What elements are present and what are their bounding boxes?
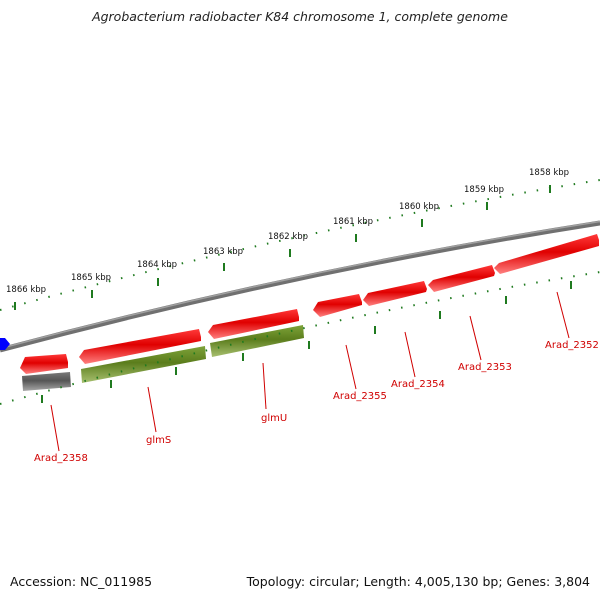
gene-arad-2352[interactable] xyxy=(494,234,599,274)
scale-label-1862: 1862 kbp xyxy=(268,232,308,242)
gene-glms-red[interactable] xyxy=(79,329,201,364)
gene-glmu-green[interactable] xyxy=(210,325,304,357)
gene-label-glms: glmS xyxy=(146,435,171,446)
blue-gene-marker[interactable] xyxy=(0,338,10,350)
label-leader-lines xyxy=(50,291,570,452)
lower-scale-ticks xyxy=(0,271,600,405)
gene-label-arad-2358: Arad_2358 xyxy=(34,453,88,464)
gene-glms-green[interactable] xyxy=(81,346,206,383)
outer-strand-genes xyxy=(20,234,599,374)
scale-label-1858: 1858 kbp xyxy=(529,168,569,178)
scale-label-1866: 1866 kbp xyxy=(6,285,46,295)
gene-glmu-red[interactable] xyxy=(208,309,299,339)
genome-backbone xyxy=(0,220,600,353)
gene-arad-2353[interactable] xyxy=(428,265,495,292)
gene-label-arad-2353: Arad_2353 xyxy=(458,362,512,373)
scale-label-1865: 1865 kbp xyxy=(71,273,111,283)
gene-labels: Arad_2352 Arad_2353 Arad_2354 Arad_2355 … xyxy=(34,340,599,464)
accession-text: Accession: NC_011985 xyxy=(10,574,153,589)
inner-strand-genes xyxy=(22,325,304,391)
scale-label-1861: 1861 kbp xyxy=(333,217,373,227)
gene-label-glmu: glmU xyxy=(261,413,287,424)
gene-label-arad-2352: Arad_2352 xyxy=(545,340,599,351)
scale-label-1863: 1863 kbp xyxy=(203,247,243,257)
scale-label-1859: 1859 kbp xyxy=(464,185,504,195)
gene-label-arad-2354: Arad_2354 xyxy=(391,379,445,390)
gene-arad-2355[interactable] xyxy=(313,294,362,317)
gene-arad-2358-grey[interactable] xyxy=(22,372,71,391)
scale-labels: 1858 kbp 1859 kbp 1860 kbp 1861 kbp 1862… xyxy=(6,168,569,295)
upper-scale-ticks xyxy=(0,179,600,311)
topology-text: Topology: circular; Length: 4,005,130 bp… xyxy=(246,574,590,589)
gene-arad-2354[interactable] xyxy=(363,281,427,306)
gene-arad-2358-red[interactable] xyxy=(20,354,68,374)
scale-label-1864: 1864 kbp xyxy=(137,260,177,270)
map-title: Agrobacterium radiobacter K84 chromosome… xyxy=(92,9,508,24)
scale-label-1860: 1860 kbp xyxy=(399,202,439,212)
gene-label-arad-2355: Arad_2355 xyxy=(333,391,387,402)
